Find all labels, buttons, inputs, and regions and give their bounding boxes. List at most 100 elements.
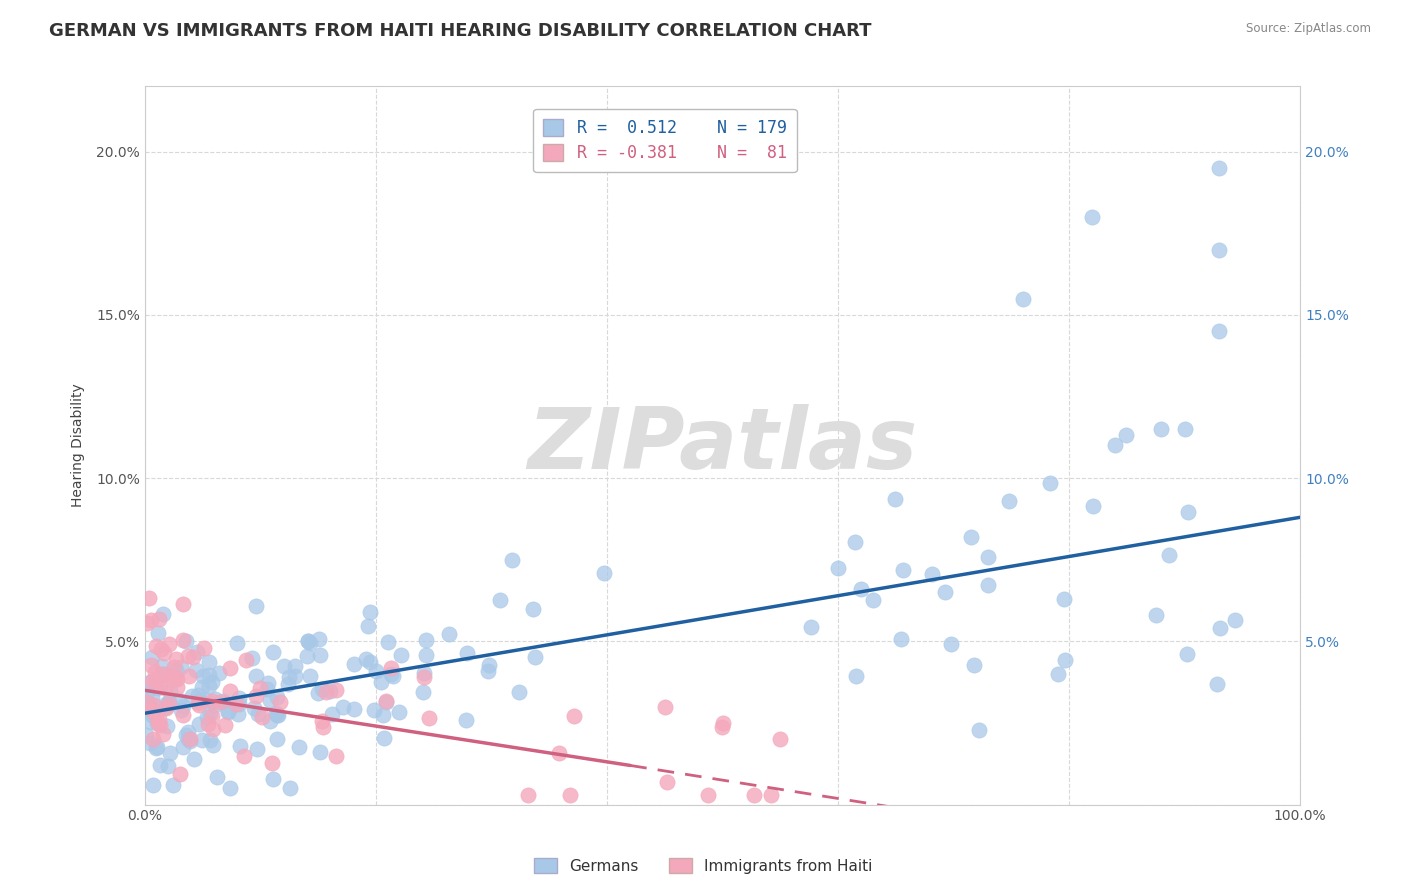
Point xyxy=(454,713,477,727)
Point xyxy=(228,697,250,711)
Point xyxy=(219,661,242,675)
Point xyxy=(1209,620,1232,634)
Point xyxy=(166,680,188,694)
Point xyxy=(245,689,267,703)
Point xyxy=(508,685,530,699)
Point xyxy=(233,748,256,763)
Point xyxy=(380,661,402,675)
Point xyxy=(188,698,211,713)
Point xyxy=(548,746,571,760)
Point xyxy=(228,690,250,705)
Point xyxy=(146,739,169,754)
Point xyxy=(157,698,180,712)
Point xyxy=(381,669,404,683)
Point xyxy=(204,698,226,712)
Point xyxy=(179,734,201,748)
Point xyxy=(415,633,437,648)
Point xyxy=(332,700,354,714)
Point xyxy=(250,710,273,724)
Point xyxy=(207,666,229,681)
Point xyxy=(150,659,173,673)
Point xyxy=(1115,428,1137,442)
Point xyxy=(176,634,198,648)
Point xyxy=(148,716,170,731)
Point xyxy=(141,708,163,723)
Point xyxy=(321,706,343,721)
Point xyxy=(186,663,208,677)
Point xyxy=(262,645,284,659)
Point xyxy=(259,714,281,728)
Point xyxy=(312,720,335,734)
Point xyxy=(245,599,267,613)
Point xyxy=(266,690,288,704)
Point xyxy=(143,673,166,687)
Point xyxy=(157,694,180,708)
Y-axis label: Hearing Disability: Hearing Disability xyxy=(72,384,86,508)
Point xyxy=(309,648,332,662)
Point xyxy=(174,728,197,742)
Point xyxy=(266,708,288,723)
Point xyxy=(657,775,679,789)
Point xyxy=(273,659,295,673)
Point xyxy=(1053,653,1076,667)
Point xyxy=(375,695,398,709)
Point xyxy=(592,566,614,580)
Point xyxy=(325,682,347,697)
Point xyxy=(136,694,159,708)
Point xyxy=(921,567,943,582)
Point xyxy=(744,788,766,802)
Point xyxy=(240,651,263,665)
Point xyxy=(201,723,224,737)
Point xyxy=(413,665,436,680)
Legend: Germans, Immigrants from Haiti: Germans, Immigrants from Haiti xyxy=(527,852,879,880)
Point xyxy=(284,658,307,673)
Point xyxy=(148,612,170,626)
Point xyxy=(219,781,242,796)
Point xyxy=(229,739,252,753)
Point xyxy=(190,680,212,694)
Point xyxy=(191,732,214,747)
Point xyxy=(177,648,200,663)
Point xyxy=(388,705,411,719)
Point xyxy=(179,731,201,746)
Point xyxy=(370,675,392,690)
Point xyxy=(1150,422,1173,436)
Point xyxy=(517,788,540,802)
Point xyxy=(477,664,499,678)
Point xyxy=(1225,613,1247,627)
Point xyxy=(976,549,998,564)
Point xyxy=(181,649,204,664)
Point xyxy=(135,728,157,742)
Point xyxy=(148,712,170,726)
Point xyxy=(214,718,236,732)
Point xyxy=(769,732,792,747)
Point xyxy=(163,660,186,674)
Point xyxy=(246,707,269,722)
Point xyxy=(217,705,239,719)
Point xyxy=(418,711,440,725)
Point xyxy=(257,675,280,690)
Point xyxy=(284,669,307,683)
Point xyxy=(149,757,172,772)
Point xyxy=(146,626,169,640)
Point xyxy=(201,738,224,752)
Point xyxy=(654,699,676,714)
Point xyxy=(1175,648,1198,662)
Point xyxy=(188,692,211,706)
Point xyxy=(325,748,347,763)
Point xyxy=(862,593,884,607)
Point xyxy=(141,690,163,704)
Point xyxy=(357,619,380,633)
Point xyxy=(155,681,177,695)
Point xyxy=(373,731,395,745)
Point xyxy=(145,639,167,653)
Point xyxy=(967,723,990,738)
Point xyxy=(165,672,187,686)
Point xyxy=(456,646,478,660)
Point xyxy=(295,649,318,664)
Point xyxy=(181,690,204,704)
Point xyxy=(297,634,319,648)
Point xyxy=(359,655,381,669)
Point xyxy=(149,718,172,732)
Point xyxy=(155,699,177,714)
